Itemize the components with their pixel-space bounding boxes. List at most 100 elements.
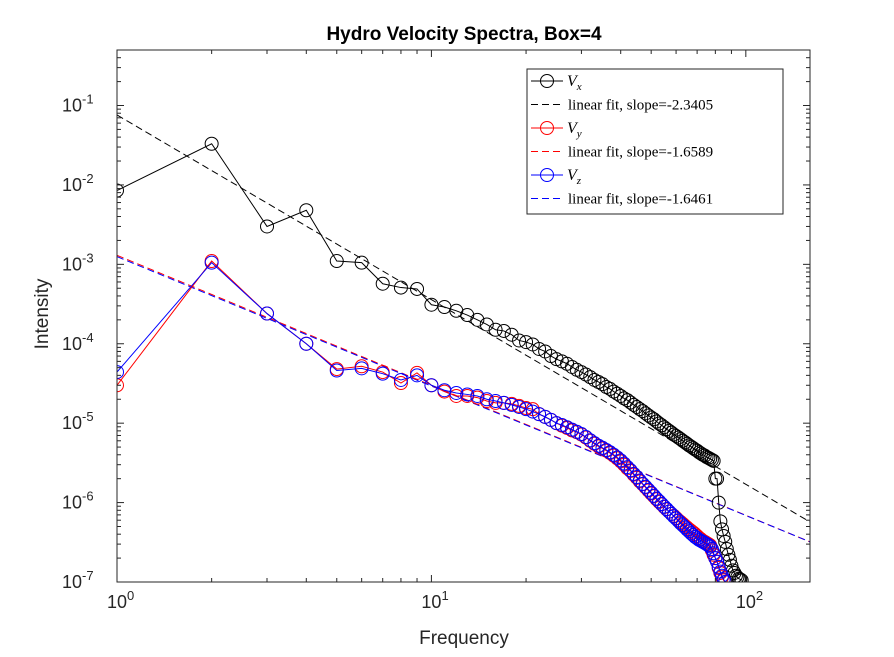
- data-point: [299, 336, 314, 351]
- data-point: [449, 385, 464, 400]
- data-point: [591, 438, 606, 453]
- data-point: [654, 418, 669, 433]
- data-point: [260, 306, 275, 321]
- data-point: [703, 539, 718, 554]
- data-point: [731, 571, 746, 582]
- data-point: [375, 276, 390, 291]
- data-point: [599, 380, 614, 395]
- data-point: [654, 496, 669, 511]
- data-point: [525, 404, 540, 419]
- data-point: [479, 317, 494, 332]
- data-point: [713, 514, 728, 529]
- legend-label: Vz: [567, 167, 582, 187]
- legend-label: linear fit, slope=-2.3405: [568, 98, 713, 114]
- y-axis-label: Intensity: [32, 278, 53, 349]
- data-point: [424, 378, 439, 393]
- data-point: [646, 488, 661, 503]
- y-tick-label: 10-1: [62, 92, 94, 116]
- data-point: [603, 381, 618, 396]
- data-point: [606, 384, 621, 399]
- data-point: [512, 333, 527, 348]
- data-point: [488, 322, 503, 337]
- x-tick-label: 102: [736, 588, 763, 612]
- data-point: [603, 445, 618, 460]
- data-point: [718, 575, 733, 582]
- data-point: [512, 399, 527, 414]
- data-point: [299, 203, 314, 218]
- axes-box: [116, 49, 811, 583]
- data-point: [613, 388, 628, 403]
- data-point: [721, 547, 736, 562]
- legend-marker: [540, 121, 554, 135]
- data-point: [117, 378, 124, 393]
- legend: Vx linear fit, slope=-2.3405 Vy linear fit,…: [526, 68, 784, 215]
- data-point: [599, 442, 614, 457]
- data-point: [504, 397, 519, 412]
- x-axis-label: Frequency: [419, 628, 509, 649]
- legend-entry: Vx: [531, 73, 582, 93]
- data-point: [659, 422, 674, 437]
- y-tick-label: 10-6: [62, 489, 94, 513]
- data-point: [354, 361, 369, 376]
- data-point: [699, 537, 714, 552]
- data-point: [733, 572, 748, 582]
- data-point: [711, 495, 726, 510]
- fit-line-2: [117, 254, 810, 543]
- legend-label: linear fit, slope=-1.6589: [568, 145, 713, 161]
- fit-line-1: [117, 114, 810, 523]
- data-point: [460, 387, 475, 402]
- y-tick-label: 10-5: [62, 409, 94, 433]
- legend-entry: linear fit, slope=-1.6589: [531, 145, 713, 161]
- data-point: [470, 388, 485, 403]
- data-point: [329, 363, 344, 378]
- data-point: [610, 386, 625, 401]
- data-point: [470, 312, 485, 327]
- data-point: [519, 335, 534, 350]
- legend-label: Vx: [567, 73, 582, 93]
- data-point: [204, 255, 219, 270]
- y-tick-label: 10-2: [62, 171, 94, 195]
- data-point: [488, 394, 503, 409]
- data-point: [354, 255, 369, 270]
- legend-entry: linear fit, slope=-1.6461: [531, 192, 713, 208]
- data-point: [703, 451, 718, 466]
- data-point: [329, 254, 344, 269]
- data-point: [704, 452, 719, 467]
- data-point: [657, 420, 672, 435]
- legend-label: Vy: [567, 120, 582, 140]
- legend-marker: [540, 168, 554, 182]
- data-point: [595, 377, 610, 392]
- legend-entry: Vz: [531, 167, 582, 187]
- legend-entry: linear fit, slope=-2.3405: [531, 98, 713, 114]
- data-point: [375, 366, 390, 381]
- legend-box: [526, 68, 784, 215]
- data-point: [649, 414, 664, 429]
- x-tick-label: 100: [107, 588, 134, 612]
- data-point: [519, 402, 534, 417]
- data-point: [479, 392, 494, 407]
- data-point: [204, 136, 219, 151]
- y-tick-label: 10-7: [62, 568, 94, 592]
- data-point: [662, 423, 677, 438]
- data-point: [591, 374, 606, 389]
- data-point: [532, 407, 547, 422]
- data-point: [117, 183, 124, 198]
- legend-marker: [540, 74, 554, 88]
- data-point: [549, 416, 564, 431]
- legend-entry: Vy: [531, 120, 582, 140]
- data-point: [706, 453, 721, 468]
- data-point: [504, 327, 519, 342]
- data-point: [595, 440, 610, 455]
- data-point: [719, 542, 734, 557]
- data-point: [734, 573, 749, 582]
- data-point: [649, 491, 664, 506]
- data-point: [587, 436, 602, 451]
- data-point: [652, 416, 667, 431]
- data-point: [532, 341, 547, 356]
- data-series: [117, 136, 749, 582]
- data-point: [393, 372, 408, 387]
- x-tick-label: 101: [421, 588, 448, 612]
- data-point: [657, 499, 672, 514]
